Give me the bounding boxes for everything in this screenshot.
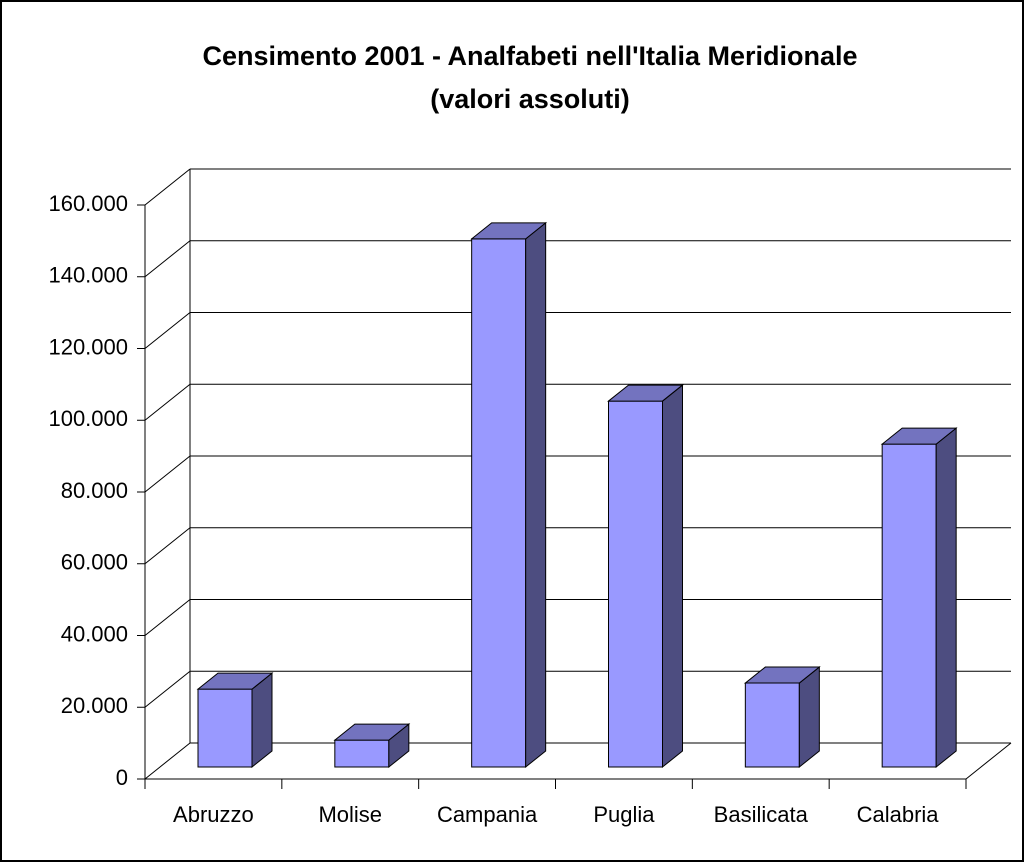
bar (607, 384, 684, 769)
grid-line (144, 527, 191, 565)
y-tick-label: 140.000 (48, 263, 128, 288)
bar (333, 723, 411, 769)
bar-side (525, 221, 547, 769)
grid-line (144, 383, 191, 421)
bar-top (333, 723, 411, 741)
chart-title: Censimento 2001 - Analfabeti nell'Italia… (202, 41, 857, 71)
bar-top (196, 672, 274, 690)
y-tick-label: 60.000 (61, 550, 128, 575)
bar-top (880, 427, 958, 445)
bar-front (608, 400, 663, 768)
bar-side (662, 384, 683, 769)
y-tick-label: 40.000 (61, 621, 128, 646)
bar (470, 221, 548, 769)
bar-front (744, 682, 800, 768)
bar-front (881, 443, 937, 768)
bar-side (935, 427, 957, 769)
grid-line (144, 670, 191, 708)
x-tick-label: Basilicata (714, 802, 809, 827)
grid-line (144, 599, 191, 636)
x-tick-label: Campania (437, 802, 538, 827)
x-tick-label: Molise (318, 802, 382, 827)
grid-line (144, 168, 191, 206)
x-tick-label: Calabria (857, 802, 940, 827)
y-tick-label: 120.000 (48, 334, 128, 359)
bar-top (743, 666, 821, 684)
bar (880, 427, 958, 769)
bar-top (607, 384, 684, 402)
bar-front (471, 238, 527, 768)
y-tick-label: 160.000 (48, 191, 128, 216)
bar-front (334, 739, 390, 768)
y-tick-label: 80.000 (61, 478, 128, 503)
grid-line (144, 455, 191, 493)
x-tick-label: Puglia (593, 802, 655, 827)
bar-top (470, 222, 548, 240)
bar-side (798, 666, 820, 769)
bar (196, 672, 274, 769)
y-tick-label: 100.000 (48, 406, 128, 431)
bar-front (197, 688, 253, 768)
bar (743, 666, 821, 769)
y-tick-label: 20.000 (61, 693, 128, 718)
y-tick-label: 0 (116, 765, 128, 790)
grid-line (144, 240, 191, 278)
grid-line (144, 312, 191, 349)
chart-title: (valori assoluti) (430, 84, 630, 114)
floor-edge (965, 742, 1012, 780)
grid-line (144, 742, 191, 780)
x-tick-label: Abruzzo (173, 802, 254, 827)
